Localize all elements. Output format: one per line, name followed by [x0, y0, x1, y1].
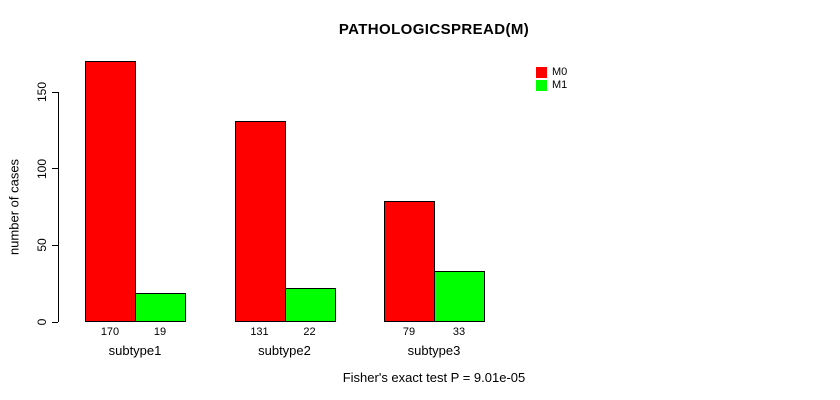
chart-title: PATHOLOGICSPREAD(M) — [338, 21, 530, 38]
bar-value-m1-subtype1: 19 — [153, 326, 167, 338]
bar-m0-subtype2 — [234, 121, 286, 322]
category-label-subtype3: subtype3 — [407, 343, 461, 358]
y-tick-mark-150 — [52, 91, 58, 93]
y-tick-mark-50 — [52, 244, 58, 246]
bar-m1-subtype3 — [434, 271, 485, 322]
bar-m1-subtype1 — [135, 292, 186, 322]
y-tick-mark-100 — [52, 168, 58, 170]
legend-swatch-m0 — [536, 67, 547, 78]
legend-row-m1: M1 — [536, 79, 567, 92]
bar-value-m1-subtype2: 22 — [303, 326, 316, 338]
y-tick-label-150: 150 — [35, 81, 49, 103]
y-axis-line — [58, 92, 59, 322]
bar-value-m0-subtype3: 79 — [402, 326, 416, 338]
bar-value-m0-subtype1: 170 — [100, 326, 120, 338]
bar-m0-subtype1 — [85, 61, 136, 322]
bar-m0-subtype3 — [384, 200, 435, 322]
bar-value-m1-subtype3: 33 — [452, 326, 466, 338]
y-tick-label-0: 0 — [35, 318, 49, 326]
y-tick-label-50: 50 — [35, 238, 49, 253]
legend-label-m1: M1 — [552, 79, 568, 91]
bar-m1-subtype2 — [284, 288, 336, 322]
y-tick-mark-0 — [52, 321, 58, 323]
legend-row-m0: M0 — [536, 66, 567, 79]
category-label-subtype1: subtype1 — [108, 343, 162, 358]
y-axis-label: number of cases — [6, 158, 22, 256]
category-label-subtype2: subtype2 — [258, 343, 311, 358]
bar-value-m0-subtype2: 131 — [250, 326, 269, 338]
y-tick-label-100: 100 — [35, 158, 49, 179]
fisher-test-annotation: Fisher's exact test P = 9.01e-05 — [342, 370, 526, 385]
legend-label-m0: M0 — [552, 66, 568, 78]
legend: M0 M1 — [536, 66, 567, 92]
legend-swatch-m1 — [536, 80, 547, 91]
